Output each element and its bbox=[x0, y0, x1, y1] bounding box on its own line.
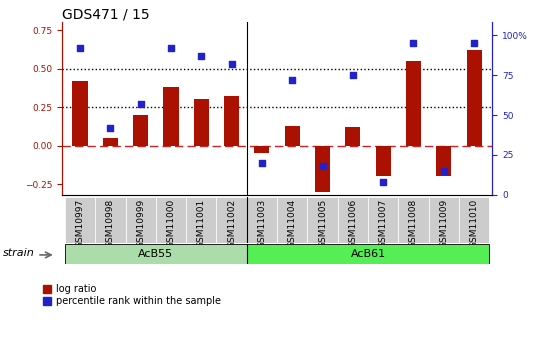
FancyBboxPatch shape bbox=[186, 197, 216, 243]
Text: GSM11004: GSM11004 bbox=[288, 199, 297, 248]
Text: GSM10997: GSM10997 bbox=[75, 199, 84, 248]
Text: strain: strain bbox=[3, 248, 35, 258]
FancyBboxPatch shape bbox=[95, 197, 125, 243]
Bar bbox=[194, 99, 209, 146]
Bar bbox=[285, 126, 300, 146]
Text: GSM11001: GSM11001 bbox=[197, 199, 206, 248]
Text: GDS471 / 15: GDS471 / 15 bbox=[62, 7, 150, 21]
Point bbox=[379, 179, 387, 185]
Bar bbox=[436, 146, 451, 176]
FancyBboxPatch shape bbox=[247, 244, 489, 264]
Bar bbox=[315, 146, 330, 192]
Text: GSM11003: GSM11003 bbox=[257, 199, 266, 248]
Point bbox=[318, 164, 327, 169]
Point bbox=[136, 101, 145, 107]
Text: GSM11008: GSM11008 bbox=[409, 199, 418, 248]
Bar bbox=[254, 146, 270, 153]
FancyBboxPatch shape bbox=[65, 244, 247, 264]
Point bbox=[258, 160, 266, 166]
Text: GSM10998: GSM10998 bbox=[106, 199, 115, 248]
Point bbox=[76, 45, 84, 51]
FancyBboxPatch shape bbox=[338, 197, 368, 243]
Point bbox=[106, 125, 115, 131]
FancyBboxPatch shape bbox=[125, 197, 156, 243]
Point bbox=[440, 168, 448, 174]
Bar bbox=[73, 81, 88, 146]
Bar bbox=[345, 127, 360, 146]
Bar bbox=[376, 146, 391, 176]
FancyBboxPatch shape bbox=[459, 197, 489, 243]
Bar bbox=[133, 115, 148, 146]
Point bbox=[470, 40, 478, 46]
Text: GSM11010: GSM11010 bbox=[470, 199, 479, 248]
FancyBboxPatch shape bbox=[368, 197, 398, 243]
Text: GSM11005: GSM11005 bbox=[318, 199, 327, 248]
Point bbox=[167, 45, 175, 51]
Bar bbox=[164, 87, 179, 146]
Bar bbox=[406, 61, 421, 146]
Legend: log ratio, percentile rank within the sample: log ratio, percentile rank within the sa… bbox=[43, 284, 221, 306]
FancyBboxPatch shape bbox=[277, 197, 307, 243]
FancyBboxPatch shape bbox=[429, 197, 459, 243]
FancyBboxPatch shape bbox=[247, 197, 277, 243]
Bar bbox=[224, 96, 239, 146]
Point bbox=[197, 53, 206, 59]
Point bbox=[288, 77, 296, 83]
Point bbox=[349, 72, 357, 78]
Text: GSM11002: GSM11002 bbox=[227, 199, 236, 248]
Point bbox=[409, 40, 418, 46]
Text: GSM10999: GSM10999 bbox=[136, 199, 145, 248]
Bar bbox=[466, 50, 482, 146]
Text: GSM11000: GSM11000 bbox=[166, 199, 175, 248]
FancyBboxPatch shape bbox=[307, 197, 338, 243]
Text: AcB61: AcB61 bbox=[350, 249, 386, 259]
Text: GSM11006: GSM11006 bbox=[348, 199, 357, 248]
FancyBboxPatch shape bbox=[156, 197, 186, 243]
FancyBboxPatch shape bbox=[398, 197, 429, 243]
Text: GSM11009: GSM11009 bbox=[439, 199, 448, 248]
FancyBboxPatch shape bbox=[216, 197, 247, 243]
Point bbox=[227, 61, 236, 67]
Bar bbox=[103, 138, 118, 146]
Text: AcB55: AcB55 bbox=[138, 249, 173, 259]
FancyBboxPatch shape bbox=[65, 197, 95, 243]
Text: GSM11007: GSM11007 bbox=[379, 199, 388, 248]
